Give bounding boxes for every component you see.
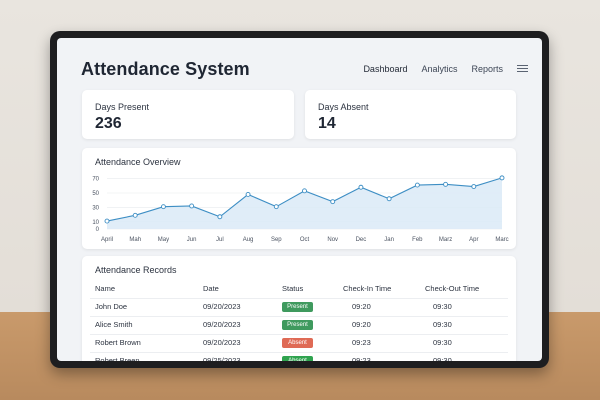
x-tick-label: Apr: [469, 237, 478, 243]
status-badge: Present: [282, 302, 313, 312]
records-title: Attendance Records: [95, 265, 177, 275]
col-check-in: Check-In Time: [343, 284, 392, 293]
cell-check-out: 09:30: [433, 338, 452, 347]
cell-name: Robert Brown: [95, 338, 141, 347]
attendance-records-card: Attendance Records Name Date Status Chec…: [82, 256, 516, 361]
data-point: [132, 212, 138, 218]
cell-date: 09/20/2023: [203, 338, 241, 347]
cell-name: Alice Smith: [95, 320, 133, 329]
x-tick-label: Jul: [216, 237, 224, 243]
data-point: [273, 204, 279, 210]
nav-dashboard[interactable]: Dashboard: [363, 64, 408, 74]
y-tick-label: 70: [92, 177, 99, 183]
x-tick-label: Marz: [439, 237, 452, 243]
data-point: [358, 184, 364, 190]
top-nav: Dashboard Analytics Reports: [349, 64, 528, 74]
data-point: [302, 188, 307, 194]
days-absent-card: Days Absent 14: [305, 90, 516, 139]
cell-date: 09/20/2023: [203, 302, 241, 311]
days-present-label: Days Present: [95, 102, 150, 112]
data-point: [499, 175, 505, 181]
x-tick-label: Dec: [356, 237, 367, 243]
data-point: [414, 182, 420, 188]
data-point: [386, 196, 392, 202]
table-row[interactable]: Robert Brown 09/20/2023 09:23 09:30 Absent: [82, 334, 516, 352]
cell-check-out: 09:30: [433, 320, 452, 329]
x-tick-label: Sep: [271, 237, 282, 243]
cell-check-out: 09:30: [433, 356, 452, 361]
status-badge: Absent: [282, 356, 313, 361]
status-badge: Absent: [282, 338, 313, 348]
col-date: Date: [203, 284, 219, 293]
nav-analytics[interactable]: Analytics: [421, 64, 458, 74]
app-header: Attendance System Dashboard Analytics Re…: [57, 38, 542, 104]
x-tick-label: Aug: [243, 237, 254, 243]
x-tick-label: May: [158, 237, 169, 243]
data-point: [160, 204, 166, 210]
days-absent-label: Days Absent: [318, 102, 369, 112]
x-tick-label: Jan: [384, 237, 394, 243]
data-point: [443, 181, 449, 187]
cell-check-in: 09:20: [352, 302, 371, 311]
y-tick-label: 0: [96, 227, 100, 233]
days-absent-value: 14: [318, 115, 336, 132]
data-point: [104, 218, 110, 224]
y-tick-label: 50: [92, 191, 99, 197]
x-tick-label: Nov: [327, 237, 338, 243]
table-row[interactable]: Alice Smith 09/20/2023 09:20 09:30 Present: [82, 316, 516, 334]
overview-title: Attendance Overview: [95, 157, 181, 167]
row-divider: [90, 352, 508, 353]
cell-check-in: 09:23: [352, 338, 371, 347]
x-tick-label: Jun: [187, 237, 197, 243]
attendance-overview-card: Attendance Overview 0 10 30 50 70 April Mah May…: [82, 148, 516, 249]
days-present-card: Days Present 236: [82, 90, 294, 139]
col-status: Status: [282, 284, 304, 293]
x-tick-label: Mah: [129, 237, 141, 243]
cell-date: 09/25/2023: [203, 356, 241, 361]
y-tick-label: 30: [92, 205, 99, 211]
row-divider: [90, 298, 508, 299]
x-tick-label: Feb: [412, 237, 423, 243]
table-header: Name Date Status Check-In Time Check-Out…: [82, 280, 516, 298]
table-row[interactable]: Robert Breen 09/25/2023 09:23 09:30 Absent: [82, 352, 516, 361]
row-divider: [90, 334, 508, 335]
app-screen: Attendance System Dashboard Analytics Re…: [57, 38, 542, 361]
x-tick-label: Oct: [300, 237, 310, 243]
col-name: Name: [95, 284, 116, 293]
data-point: [245, 191, 251, 197]
cell-check-out: 09:30: [433, 302, 452, 311]
table-row[interactable]: John Doe 09/20/2023 09:20 09:30 Present: [82, 298, 516, 316]
hamburger-menu-icon[interactable]: [517, 65, 528, 73]
cell-date: 09/20/2023: [203, 320, 241, 329]
col-check-out: Check-Out Time: [425, 284, 480, 293]
cell-name: John Doe: [95, 302, 128, 311]
cell-name: Robert Breen: [95, 356, 140, 361]
row-divider: [90, 316, 508, 317]
days-present-value: 236: [95, 115, 122, 132]
x-tick-label: April: [101, 237, 113, 243]
y-tick-label: 10: [92, 220, 99, 226]
data-point: [217, 214, 223, 220]
attendance-chart: 010 30 50 70 April Mah May Jun Jul Aug Sep Oct Nov De…: [92, 175, 509, 243]
x-tick-label: Marc: [495, 237, 508, 243]
data-point: [189, 203, 195, 209]
status-badge: Present: [282, 320, 313, 330]
attendance-area: [107, 177, 502, 229]
cell-check-in: 09:23: [352, 356, 371, 361]
cell-check-in: 09:20: [352, 320, 371, 329]
data-point: [330, 199, 336, 205]
nav-reports[interactable]: Reports: [471, 64, 503, 74]
app-title: Attendance System: [81, 59, 250, 79]
data-point: [471, 184, 477, 189]
tablet-frame: Attendance System Dashboard Analytics Re…: [50, 31, 549, 368]
